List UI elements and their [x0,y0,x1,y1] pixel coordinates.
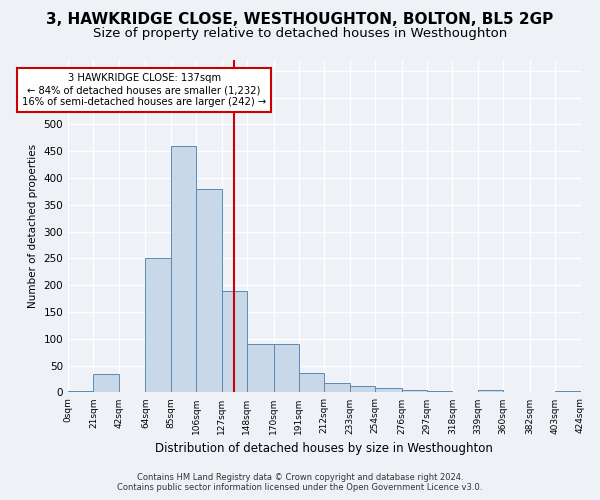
Bar [274,344,299,393]
Bar [350,386,375,392]
Bar [324,383,350,392]
Text: Size of property relative to detached houses in Westhoughton: Size of property relative to detached ho… [93,28,507,40]
Text: 3 HAWKRIDGE CLOSE: 137sqm
← 84% of detached houses are smaller (1,232)
16% of se: 3 HAWKRIDGE CLOSE: 137sqm ← 84% of detac… [22,74,266,106]
Bar [171,146,196,392]
X-axis label: Distribution of detached houses by size in Westhoughton: Distribution of detached houses by size … [155,442,493,455]
Bar [375,388,401,392]
Bar [94,374,119,392]
Text: Contains HM Land Registry data © Crown copyright and database right 2024.
Contai: Contains HM Land Registry data © Crown c… [118,473,482,492]
Bar [145,258,171,392]
Bar [478,390,503,392]
Bar [299,372,324,392]
Bar [221,290,247,392]
Y-axis label: Number of detached properties: Number of detached properties [28,144,38,308]
Bar [555,391,581,392]
Bar [427,391,452,392]
Bar [196,188,221,392]
Bar [247,344,274,393]
Text: 3, HAWKRIDGE CLOSE, WESTHOUGHTON, BOLTON, BL5 2GP: 3, HAWKRIDGE CLOSE, WESTHOUGHTON, BOLTON… [46,12,554,28]
Bar [401,390,427,392]
